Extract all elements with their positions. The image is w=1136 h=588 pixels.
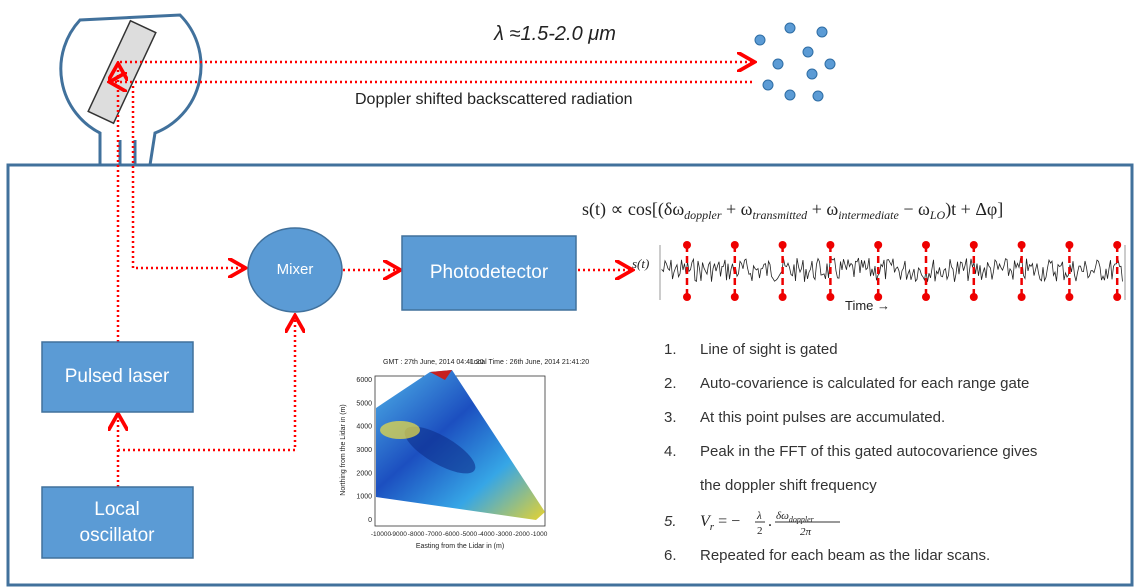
step-number: 2. xyxy=(664,375,677,392)
enclosure xyxy=(6,163,1134,587)
inset-x-tick: -9000 xyxy=(390,531,407,538)
formula-part: δω xyxy=(776,510,789,522)
gate-dot xyxy=(1113,241,1122,249)
mixer-label: Mixer xyxy=(277,261,314,278)
inset-y-tick: 0 xyxy=(368,517,372,524)
formula-part: = − xyxy=(714,513,740,530)
inset-xlabel: Easting from the Lidar in (m) xyxy=(416,543,504,550)
step-number: 1. xyxy=(664,341,677,358)
step-text: Auto-covarience is calculated for each r… xyxy=(700,375,1029,392)
oscillator-label: oscillator xyxy=(80,525,156,546)
formula-part: δωdoppler xyxy=(776,510,815,524)
gate-dot xyxy=(730,293,739,301)
formula-part: + ω xyxy=(807,199,838,219)
laser-node xyxy=(41,341,194,413)
inset-ylabel: Northing from the Lidar in (m) xyxy=(340,404,347,495)
photodetector-label: Photodetector xyxy=(430,262,549,283)
formula-part: )t + Δφ] xyxy=(945,199,1003,220)
inset-x-tick: -4000 xyxy=(478,531,495,538)
particles xyxy=(754,22,836,102)
inset-x-tick: -7000 xyxy=(425,531,442,538)
inset-x-tick: -2000 xyxy=(513,531,530,538)
time-label: Time → xyxy=(845,298,890,313)
step-text: Peak in the FFT of this gated autocovari… xyxy=(700,443,1037,460)
step-number: 5. xyxy=(664,513,677,530)
inset-x-tick: -1000 xyxy=(531,531,548,538)
velocity-formula: Vr = − xyxy=(700,513,740,533)
formula-part: − ω xyxy=(899,199,930,219)
gate-dot xyxy=(1065,241,1074,249)
formula-part: doppler xyxy=(684,208,722,222)
gate-dot xyxy=(1065,293,1074,301)
signal-label: s(t) xyxy=(632,256,649,271)
inset-y-tick: 4000 xyxy=(356,424,372,431)
wavelength: λ ≈1.5-2.0 μm xyxy=(493,23,616,45)
formula-part: . xyxy=(768,513,772,530)
formula-part: LO xyxy=(929,208,946,222)
signal-trace xyxy=(661,257,1123,283)
gate-dot xyxy=(826,293,835,301)
step-number: 3. xyxy=(664,409,677,426)
formula-part: 2 xyxy=(757,525,763,537)
gate-dot xyxy=(778,293,787,301)
mixer-node xyxy=(247,227,343,313)
backscatter-label: Doppler shifted backscattered radiation xyxy=(355,91,633,108)
inset-x-tick: -8000 xyxy=(408,531,425,538)
gate-dot xyxy=(874,293,883,301)
gate-dot xyxy=(683,241,691,249)
photodetector-node xyxy=(401,235,577,311)
oscillator-node xyxy=(41,486,194,559)
signal-formula: s(t) ∝ cos[(δωdoppler + ωtransmitted + ω… xyxy=(582,199,1003,222)
gate-dot xyxy=(778,241,787,249)
formula-part: transmitted xyxy=(753,208,809,222)
gate-dot xyxy=(922,241,930,249)
step-text: At this point pulses are accumulated. xyxy=(700,409,945,426)
inset-y-tick: 6000 xyxy=(356,377,372,384)
inset-x-tick: -3000 xyxy=(496,531,513,538)
formula-part: doppler xyxy=(789,515,815,524)
inset-y-tick: 1000 xyxy=(356,494,372,501)
formula-part: + ω xyxy=(722,199,753,219)
step-text: the doppler shift frequency xyxy=(700,477,877,494)
gate-dot xyxy=(683,293,691,301)
laser-label: Pulsed laser xyxy=(65,366,170,387)
inset-x-tick: -5000 xyxy=(460,531,477,538)
gate-dot xyxy=(1017,241,1026,249)
oscillator-label: Local xyxy=(94,499,139,520)
telescope xyxy=(59,13,203,166)
inset-title: Local Time : 26th June, 2014 21:41:20 xyxy=(470,359,589,366)
inset-x-tick: -6000 xyxy=(443,531,460,538)
formula-part: s(t) ∝ cos[(δω xyxy=(582,199,684,220)
inset-y-tick: 3000 xyxy=(356,447,372,454)
step-number: 6. xyxy=(664,547,677,564)
gate-dot xyxy=(1017,293,1026,301)
steps-list: 1. Line of sight is gated 2. Auto-covarienc… xyxy=(664,341,1037,564)
gate-dot xyxy=(730,241,739,249)
signal-plot xyxy=(659,241,1126,301)
step-number: 4. xyxy=(664,443,677,460)
gate-dot xyxy=(1113,293,1122,301)
formula-part: λ xyxy=(756,510,762,522)
formula-part: V xyxy=(700,513,712,530)
gate-dot xyxy=(969,293,978,301)
beam-paths xyxy=(112,62,752,487)
inset-y-tick: 2000 xyxy=(356,470,372,477)
formula-part: r xyxy=(710,521,715,533)
step-text: Repeated for each beam as the lidar scan… xyxy=(700,547,990,564)
gate-dot xyxy=(969,241,978,249)
step-text: Line of sight is gated xyxy=(700,341,838,358)
gate-dot xyxy=(826,241,835,249)
inset-title: GMT : 27th June, 2014 04:41:20 xyxy=(383,359,484,366)
gate-dot xyxy=(874,241,883,249)
gate-dot xyxy=(922,293,930,301)
formula-part: 2π xyxy=(800,526,812,538)
scan-plot: 0 1000 2000 3000 4000 5000 6000 -10000 -9000 -800… xyxy=(356,370,548,538)
inset-y-tick: 5000 xyxy=(356,400,372,407)
formula-part: intermediate xyxy=(838,208,899,222)
inset-x-tick: -10000 xyxy=(371,531,392,538)
